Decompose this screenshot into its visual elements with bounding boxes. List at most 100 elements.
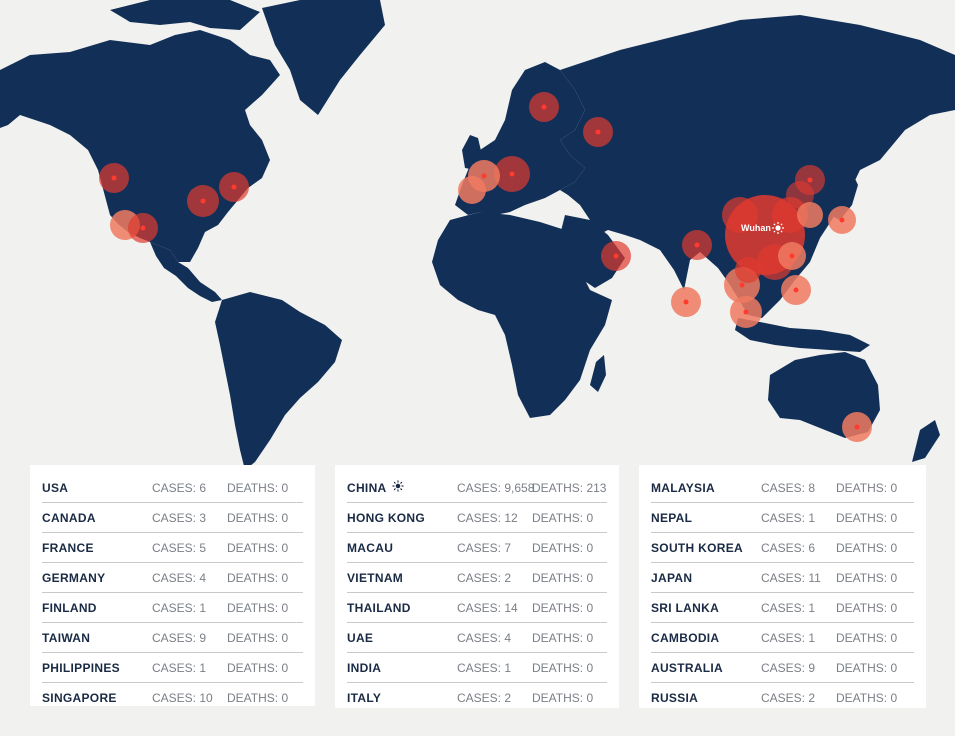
country-label: ITALY	[347, 691, 382, 705]
country-name: FINLAND	[42, 601, 152, 615]
table-row: MALAYSIA CASES: 8 DEATHS: 0	[651, 473, 914, 503]
table-row: SINGAPORE CASES: 10 DEATHS: 0	[42, 683, 303, 713]
cases-count: CASES: 2	[761, 691, 816, 705]
greenland	[262, 0, 385, 115]
center-dot	[200, 198, 206, 204]
deaths-count: DEATHS: 0	[227, 480, 289, 495]
outbreak-halo-east	[797, 202, 823, 228]
uk	[462, 135, 482, 170]
cases-count: CASES: 12	[457, 510, 518, 525]
country-name: CANADA	[42, 511, 152, 525]
center-dot	[854, 424, 860, 430]
cases-count: CASES: 1	[761, 600, 816, 615]
center-dot	[509, 171, 515, 177]
deaths-count: DEATHS: 0	[227, 600, 289, 615]
country-label: MACAU	[347, 540, 394, 555]
cases-count: CASES: 9,658	[457, 480, 535, 495]
country-label: GERMANY	[42, 570, 106, 585]
indonesia	[735, 318, 870, 352]
country-label: CANADA	[42, 510, 96, 525]
country-name: UAE	[347, 631, 457, 645]
center-dot	[683, 299, 689, 305]
center-dot	[739, 282, 745, 288]
cases-count: CASES: 4	[457, 630, 512, 645]
country-label: SRI LANKA	[651, 600, 720, 615]
country-name: NEPAL	[651, 511, 761, 525]
deaths-count: DEATHS: 0	[836, 570, 898, 585]
outbreak-halo-china-3	[722, 197, 758, 233]
deaths-count: DEATHS: 0	[836, 600, 898, 615]
center-dot	[789, 253, 795, 259]
cases-count: CASES: 2	[457, 570, 512, 585]
center-dot	[793, 287, 799, 293]
cases-count: CASES: 4	[152, 570, 207, 585]
deaths-count: DEATHS: 0	[836, 480, 898, 495]
table-row: ITALY CASES: 2 DEATHS: 0	[347, 683, 607, 713]
country-label: CHINA	[347, 480, 387, 495]
wuhan-label: Wuhan	[741, 223, 771, 233]
table-row: UAE CASES: 4 DEATHS: 0	[347, 623, 607, 653]
deaths-count: DEATHS: 0	[836, 660, 898, 675]
cases-count: CASES: 7	[457, 540, 512, 555]
deaths-count: DEATHS: 0	[532, 660, 594, 675]
center-dot	[807, 177, 813, 183]
table-row: NEPAL CASES: 1 DEATHS: 0	[651, 503, 914, 533]
country-name: HONG KONG	[347, 511, 457, 525]
cases-count: CASES: 9	[152, 630, 207, 645]
country-name: JAPAN	[651, 571, 761, 585]
country-name: CAMBODIA	[651, 631, 761, 645]
country-name: RUSSIA	[651, 691, 761, 705]
country-label: PHILIPPINES	[42, 660, 120, 675]
cases-count: CASES: 14	[457, 600, 518, 615]
country-label: CAMBODIA	[651, 630, 720, 645]
table-row: FRANCE CASES: 5 DEATHS: 0	[42, 533, 303, 563]
table-row: SOUTH KOREA CASES: 6 DEATHS: 0	[651, 533, 914, 563]
deaths-count: DEATHS: 0	[532, 691, 594, 705]
country-name: INDIA	[347, 661, 457, 675]
deaths-count: DEATHS: 0	[532, 510, 594, 525]
outbreak-halo-italy	[458, 176, 486, 204]
country-name: PHILIPPINES	[42, 661, 152, 675]
cases-count: CASES: 2	[457, 691, 512, 705]
table-row: MACAU CASES: 7 DEATHS: 0	[347, 533, 607, 563]
deaths-count: DEATHS: 0	[836, 691, 898, 705]
country-label: USA	[42, 480, 69, 495]
table-row: JAPAN CASES: 11 DEATHS: 0	[651, 563, 914, 593]
outbreak-markers	[99, 92, 872, 442]
table-row: CAMBODIA CASES: 1 DEATHS: 0	[651, 623, 914, 653]
cases-count: CASES: 6	[761, 540, 816, 555]
cases-count: CASES: 3	[152, 510, 207, 525]
arctic-islands	[110, 0, 260, 30]
case-table-panel-3: MALAYSIA CASES: 8 DEATHS: 0 NEPAL CASES: 1 DE…	[639, 465, 926, 708]
deaths-count: DEATHS: 0	[532, 600, 594, 615]
table-row: VIETNAM CASES: 2 DEATHS: 0	[347, 563, 607, 593]
sun-icon	[391, 480, 404, 495]
world-map: Wuhan	[0, 0, 955, 470]
cases-count: CASES: 1	[152, 660, 207, 675]
table-row: PHILIPPINES CASES: 1 DEATHS: 0	[42, 653, 303, 683]
case-table-panel-1: USA CASES: 6 DEATHS: 0 CANADA CASES: 3 DEATHS…	[30, 465, 315, 706]
deaths-count: DEATHS: 0	[532, 570, 594, 585]
deaths-count: DEATHS: 0	[836, 630, 898, 645]
country-label: UAE	[347, 630, 374, 645]
epicenter-label: Wuhan	[741, 222, 784, 234]
country-name: AUSTRALIA	[651, 661, 761, 675]
center-dot	[541, 104, 547, 110]
country-name: ITALY	[347, 691, 457, 705]
deaths-count: DEATHS: 0	[227, 691, 289, 705]
table-row: GERMANY CASES: 4 DEATHS: 0	[42, 563, 303, 593]
deaths-count: DEATHS: 0	[227, 570, 289, 585]
center-dot	[481, 173, 487, 179]
country-label: VIETNAM	[347, 570, 404, 585]
country-label: SINGAPORE	[42, 691, 117, 705]
deaths-count: DEATHS: 0	[532, 630, 594, 645]
cases-count: CASES: 11	[761, 570, 821, 585]
cases-count: CASES: 10	[152, 691, 213, 705]
table-row: RUSSIA CASES: 2 DEATHS: 0	[651, 683, 914, 713]
deaths-count: DEATHS: 0	[227, 540, 289, 555]
country-name: SOUTH KOREA	[651, 541, 761, 555]
table-row: SRI LANKA CASES: 1 DEATHS: 0	[651, 593, 914, 623]
country-name: GERMANY	[42, 571, 152, 585]
country-name: USA	[42, 481, 152, 495]
country-label: HONG KONG	[347, 510, 426, 525]
